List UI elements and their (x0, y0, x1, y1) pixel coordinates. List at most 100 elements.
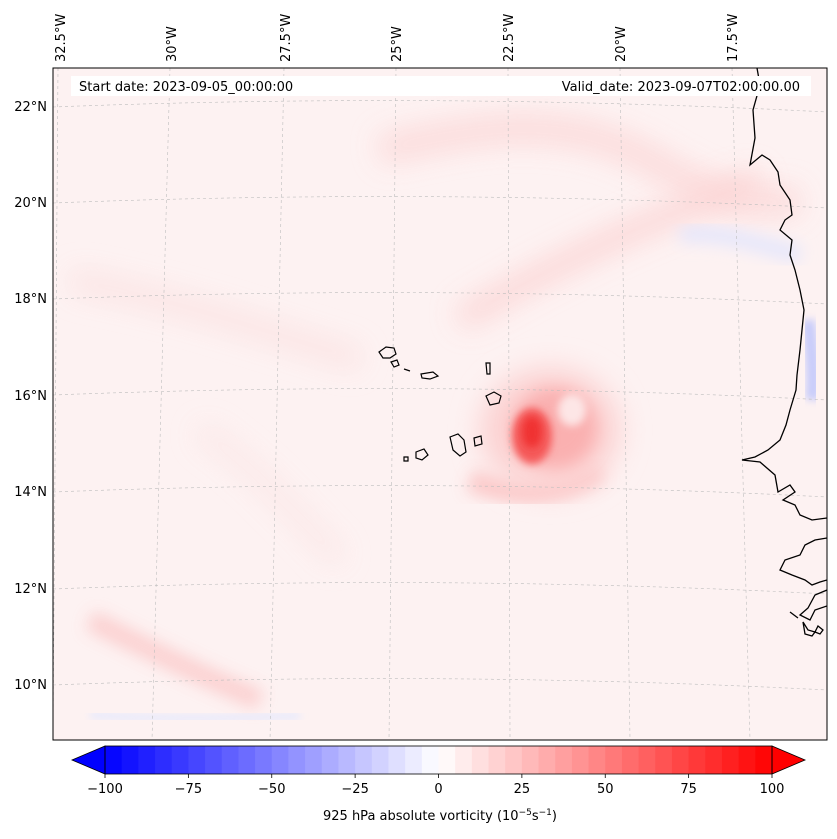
colorbar-tick-label: 0 (434, 782, 442, 797)
lat-label: 20°N (14, 196, 47, 211)
gridlines (53, 68, 827, 740)
colorbar-segment (688, 746, 706, 774)
colorbar-tick-label: 75 (680, 782, 697, 797)
negative-vorticity-south (89, 711, 301, 723)
gridline-lon (53, 68, 59, 740)
map-area: Start date: 2023-09-05_00:00:00 Valid_da… (52, 67, 828, 741)
colorbar-segment (405, 746, 423, 774)
island-sao-nicolau (420, 371, 440, 380)
vortex-eye (558, 394, 586, 426)
lat-label: 18°N (14, 292, 47, 307)
colorbar-segment (205, 746, 223, 774)
colorbar-segment (138, 746, 156, 774)
lat-label: 12°N (14, 582, 47, 597)
longitude-labels: 32.5°W 30°W 27.5°W 25°W 22.5°W 20°W 17.5… (54, 14, 741, 62)
colorbar-segment (605, 746, 623, 774)
coastline-bissagos-c (789, 611, 799, 619)
gridline-lon (619, 68, 631, 740)
colorbar-tick-label: −25 (341, 782, 368, 797)
vorticity-band-center-west (195, 422, 347, 567)
vorticity-band-northeast (453, 168, 765, 331)
colorbar-tick-label: 100 (760, 782, 785, 797)
colorbar-segment (555, 746, 573, 774)
colorbar-segment (188, 746, 206, 774)
island-maio (473, 435, 483, 447)
island-boa-vista (485, 391, 502, 406)
start-date-label: Start date: 2023-09-05_00:00:00 (79, 80, 293, 95)
vorticity-band-north (376, 114, 803, 217)
cape-verde-islands (378, 346, 502, 462)
island-sao-vicente (390, 359, 400, 368)
island-brava (403, 456, 409, 462)
colorbar-segment (455, 746, 473, 774)
lon-label: 32.5°W (54, 14, 69, 62)
colorbar-segment (705, 746, 723, 774)
coastline-bissagos-a (802, 621, 817, 637)
colorbar-segment (471, 746, 490, 774)
lon-label: 30°W (165, 26, 180, 62)
colorbar-segment (755, 746, 773, 774)
vortex-peak (522, 416, 542, 448)
colorbar-tick-label: 25 (514, 782, 531, 797)
colorbar-segment (288, 746, 306, 774)
colorbar-segment (438, 746, 456, 774)
vorticity-band-west (68, 269, 364, 371)
colorbar-segment (638, 746, 656, 774)
colorbar-segment (521, 746, 540, 774)
coastline-bissagos-b (814, 624, 824, 635)
colorbar-segment (338, 746, 356, 774)
map-background (53, 68, 827, 740)
colorbar-extend-max (771, 745, 807, 775)
lat-label: 10°N (14, 678, 47, 693)
colorbar-segment (588, 746, 606, 774)
coastline-gambia (779, 537, 827, 586)
colorbar-segment (388, 746, 406, 774)
lat-label: 14°N (14, 485, 47, 500)
gridline-lon (507, 68, 511, 740)
colorbar-segment (621, 746, 640, 774)
lat-label: 22°N (14, 100, 47, 115)
colorbar-tick-label: 50 (597, 782, 614, 797)
colorbar-segments (105, 746, 773, 774)
colorbar-segment (121, 746, 139, 774)
colorbar-segment (255, 746, 273, 774)
latitude-labels: 22°N 20°N 18°N 16°N 14°N 12°N 10°N (14, 100, 47, 693)
colorbar-extend-min (70, 745, 106, 775)
coastline-guinea-bissau (798, 589, 827, 621)
colorbar-segment (655, 746, 673, 774)
colorbar-tick-label: −100 (87, 782, 123, 797)
lon-label: 20°W (614, 26, 629, 62)
africa-coastline (741, 68, 827, 637)
lon-label: 27.5°W (279, 14, 294, 62)
colorbar-tick-label: −50 (258, 782, 285, 797)
colorbar-segment (571, 746, 590, 774)
island-santa-luzia (403, 368, 411, 372)
gridline-lat (53, 485, 827, 498)
colorbar-segment (505, 746, 523, 774)
colorbar-segment (321, 746, 339, 774)
colorbar-segment (671, 746, 690, 774)
gridline-lat (53, 388, 827, 401)
island-sal (485, 362, 491, 375)
colorbar-segment (155, 746, 173, 774)
island-santiago (449, 433, 467, 457)
valid-date-label: Valid_date: 2023-09-07T02:00:00.00 (562, 80, 800, 95)
vorticity-field (68, 114, 821, 723)
colorbar: −100 −75 −50 −25 0 25 50 75 100 925 hPa absolute… (70, 745, 807, 824)
colorbar-tick-label: −75 (175, 782, 202, 797)
colorbar-segment (105, 746, 123, 774)
colorbar-segment (738, 746, 756, 774)
colorbar-segment (538, 746, 556, 774)
colorbar-segment (238, 746, 256, 774)
map-frame (52, 67, 828, 741)
colorbar-segment (355, 746, 373, 774)
colorbar-label: 925 hPa absolute vorticity (10−5s−1) (323, 808, 557, 824)
colorbar-segment (488, 746, 506, 774)
lon-label: 25°W (390, 26, 405, 62)
colorbar-ticks: −100 −75 −50 −25 0 25 50 75 100 (87, 774, 784, 797)
colorbar-segment (421, 746, 439, 774)
gridline-lat (53, 292, 827, 305)
lon-label: 22.5°W (502, 14, 517, 62)
